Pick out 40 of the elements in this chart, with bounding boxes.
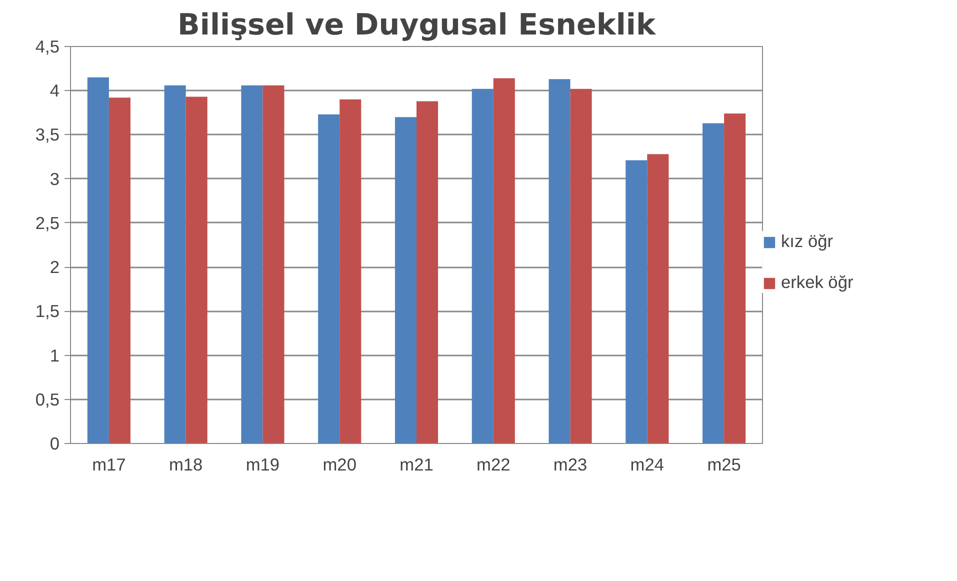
y-tick-label: 1,5	[35, 301, 60, 322]
bar	[702, 123, 724, 444]
x-tick-label: m22	[476, 454, 510, 474]
bar	[647, 154, 669, 444]
x-tick-label: m17	[92, 454, 126, 474]
chart-title: Bilişsel ve Duygusal Esneklik	[178, 8, 657, 42]
bar	[108, 98, 130, 444]
bar	[340, 99, 362, 444]
x-tick-label: m25	[707, 454, 741, 474]
y-tick-label: 1	[50, 345, 60, 366]
y-tick-label: 4,5	[35, 36, 60, 56]
x-tick-label: m23	[553, 454, 588, 474]
bar	[570, 88, 592, 444]
y-tick-label: 3	[50, 168, 60, 189]
y-tick-label: 2	[50, 257, 60, 278]
x-tick-label: m24	[630, 454, 664, 474]
bar	[164, 85, 186, 444]
bar	[186, 96, 208, 444]
x-tick-label: m21	[400, 454, 434, 474]
bar	[493, 78, 515, 444]
x-tick-label: m20	[322, 454, 356, 474]
legend-label: kız öğr	[781, 231, 834, 252]
x-tick-label: m19	[246, 454, 280, 474]
bar	[262, 85, 284, 444]
y-tick-label: 2,5	[35, 212, 60, 233]
legend-label: erkek öğr	[781, 272, 854, 293]
bar	[416, 101, 438, 444]
bar	[87, 77, 109, 444]
bar	[241, 85, 263, 444]
x-tick-label: m18	[168, 454, 203, 474]
bar	[472, 88, 494, 444]
y-tick-label: 3,5	[35, 124, 60, 145]
bar	[548, 79, 570, 444]
bar	[394, 117, 416, 444]
y-tick-label: 4	[50, 80, 60, 101]
bar	[626, 160, 648, 444]
y-tick-label: 0,5	[35, 389, 60, 410]
y-tick-label: 0	[50, 434, 60, 454]
bar	[724, 114, 746, 444]
bar	[318, 114, 340, 444]
